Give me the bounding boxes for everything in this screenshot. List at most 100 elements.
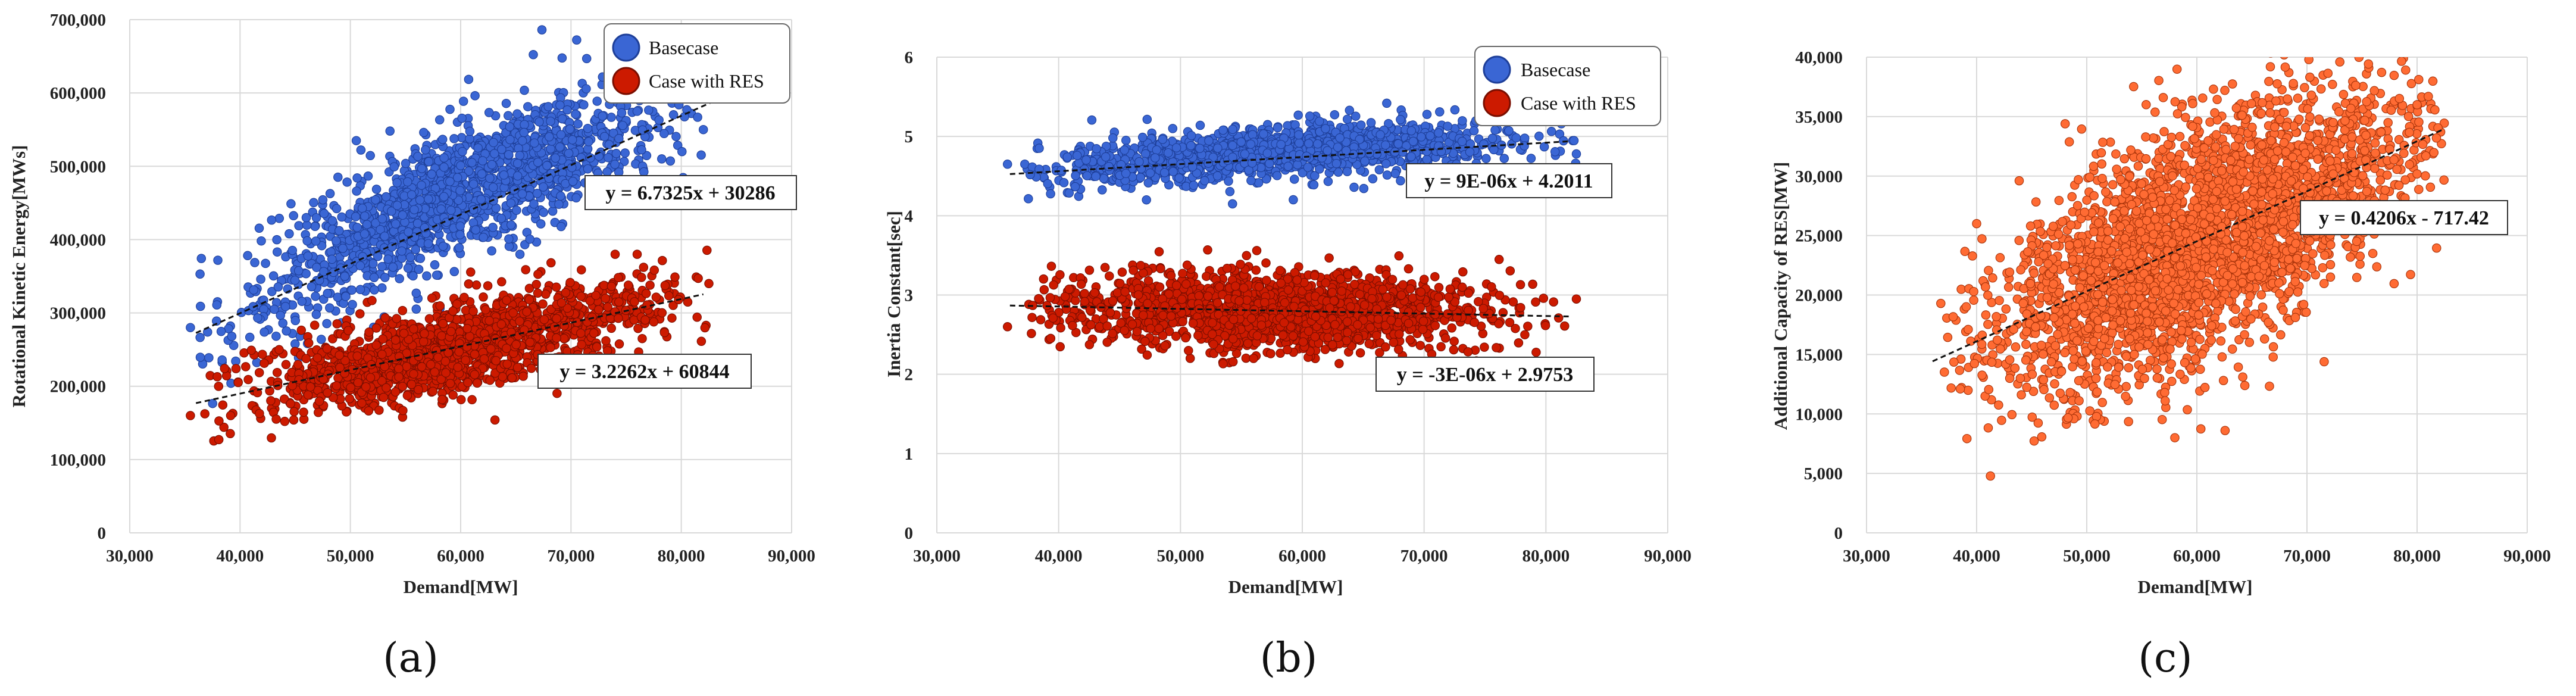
chart-a-point bbox=[365, 151, 375, 161]
chart-a-point bbox=[272, 235, 282, 245]
chart-a-point bbox=[267, 215, 277, 225]
chart-a-point bbox=[391, 219, 401, 229]
chart-a-point bbox=[515, 249, 525, 259]
chart-b-point bbox=[1526, 154, 1536, 163]
chart-a-point bbox=[512, 205, 521, 215]
chart-a-point bbox=[512, 363, 523, 373]
chart-a-point bbox=[261, 258, 270, 269]
chart-a-point bbox=[355, 261, 365, 271]
chart-a-point bbox=[405, 252, 415, 262]
chart-a-point bbox=[378, 334, 387, 344]
chart-a-point bbox=[398, 382, 408, 391]
chart-a-point bbox=[491, 356, 501, 366]
chart-b-point bbox=[1164, 148, 1173, 158]
chart-b-point bbox=[1159, 168, 1170, 177]
chart-a-point bbox=[533, 157, 543, 167]
chart-b-point bbox=[1330, 110, 1340, 120]
chart-b-point bbox=[1499, 154, 1509, 163]
chart-a-point bbox=[552, 314, 561, 323]
chart-a-point bbox=[322, 319, 332, 329]
chart-a-point bbox=[424, 314, 434, 324]
chart-a-point bbox=[414, 264, 424, 274]
chart-b-point bbox=[1186, 130, 1196, 141]
chart-b-ytick-label: 5 bbox=[905, 127, 914, 146]
chart-a-point bbox=[614, 313, 623, 323]
chart-a-point bbox=[696, 336, 706, 347]
chart-a-point bbox=[449, 267, 459, 276]
chart-a-point bbox=[380, 313, 390, 323]
chart-a-axes: 0100,000200,000300,000400,000500,000600,… bbox=[50, 11, 815, 566]
chart-a-point bbox=[227, 332, 237, 341]
chart-b-ytick-label: 0 bbox=[905, 524, 914, 543]
chart-a-point bbox=[683, 297, 693, 307]
chart-b-xtick-label: 70,000 bbox=[1400, 547, 1448, 566]
chart-a-point bbox=[267, 433, 276, 443]
chart-b-points bbox=[1002, 98, 1581, 377]
chart-a-point bbox=[436, 204, 446, 214]
chart-a-point bbox=[274, 345, 284, 355]
chart-a-point bbox=[364, 406, 374, 416]
chart-a-point bbox=[520, 120, 529, 130]
chart-b-point bbox=[1143, 178, 1153, 188]
chart-a-point bbox=[297, 296, 307, 306]
chart-a-point bbox=[380, 273, 390, 282]
chart-b-point bbox=[1273, 123, 1283, 133]
chart-a-point bbox=[448, 306, 458, 316]
chart-a-point bbox=[551, 282, 561, 292]
chart-a-point bbox=[360, 211, 370, 221]
chart-a-point bbox=[214, 435, 224, 445]
chart-a-point bbox=[246, 345, 257, 355]
chart-a-point bbox=[614, 273, 623, 283]
chart-a-point bbox=[517, 189, 527, 199]
chart-b-point bbox=[1550, 147, 1560, 157]
chart-a-point bbox=[370, 285, 379, 295]
chart-b-point bbox=[1571, 149, 1581, 159]
chart-a-point bbox=[243, 374, 253, 385]
chart-a-point bbox=[426, 360, 436, 370]
chart-a-point bbox=[623, 280, 633, 290]
chart-a-point bbox=[583, 164, 593, 174]
chart-a-point bbox=[233, 377, 243, 388]
chart-a-point bbox=[658, 255, 667, 266]
chart-a-point bbox=[456, 161, 465, 170]
chart-a-point bbox=[317, 335, 326, 344]
chart-a-point bbox=[589, 328, 599, 338]
chart-a-point bbox=[407, 190, 417, 199]
chart-a-point bbox=[373, 251, 383, 261]
chart-b-point bbox=[1368, 174, 1378, 184]
chart-a-point bbox=[293, 360, 303, 370]
chart-a-point bbox=[620, 148, 630, 158]
chart-a-point bbox=[610, 160, 620, 169]
chart-a-point bbox=[439, 192, 449, 202]
chart-a-point bbox=[411, 288, 421, 298]
chart-b-point bbox=[1276, 139, 1286, 149]
chart-a-point bbox=[637, 273, 646, 282]
chart-a-point bbox=[249, 285, 258, 295]
chart-a-point bbox=[445, 104, 455, 114]
chart-b-point bbox=[1382, 170, 1392, 180]
chart-a-point bbox=[552, 388, 562, 398]
chart-a-point bbox=[270, 304, 279, 314]
chart-a-point bbox=[479, 292, 488, 302]
chart-a-point bbox=[392, 314, 402, 323]
chart-b-point bbox=[1253, 178, 1264, 188]
chart-a-point bbox=[253, 313, 262, 323]
chart-a-point bbox=[614, 339, 624, 349]
chart-a-point bbox=[659, 327, 670, 338]
chart-a-point bbox=[332, 381, 342, 391]
chart-a-point bbox=[470, 91, 480, 101]
chart-a-point bbox=[520, 85, 529, 95]
chart-a-point bbox=[312, 353, 323, 363]
chart-a-point bbox=[532, 279, 541, 289]
chart-a-legend-label-res: Case with RES bbox=[649, 70, 764, 92]
chart-a-point bbox=[446, 205, 456, 215]
chart-a-point bbox=[448, 390, 458, 400]
chart-a-point bbox=[462, 324, 472, 333]
chart-a-point bbox=[294, 221, 304, 230]
chart-a-point bbox=[546, 342, 555, 352]
chart-a-point bbox=[409, 324, 418, 334]
chart-a-point bbox=[587, 312, 597, 322]
chart-a-point bbox=[417, 362, 427, 372]
chart-b-point bbox=[1422, 146, 1431, 157]
